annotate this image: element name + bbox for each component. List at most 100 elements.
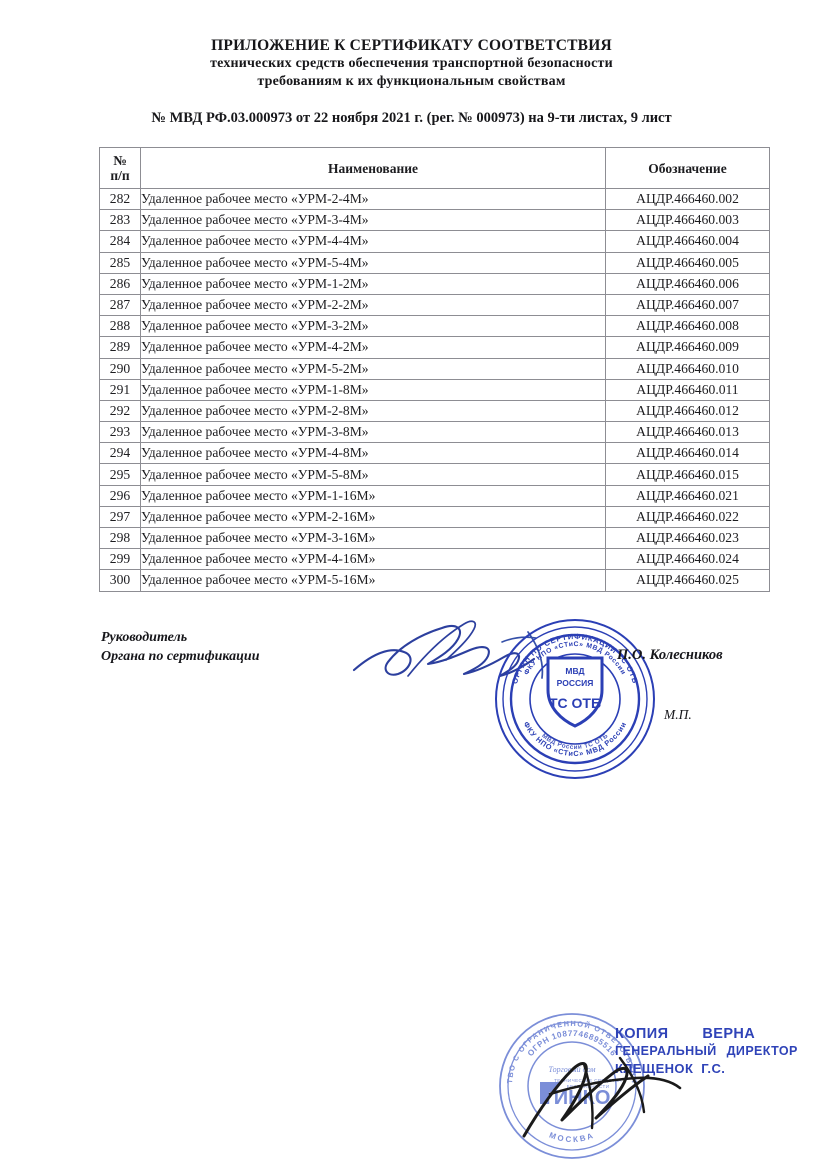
cell-number: 296 [99, 484, 141, 507]
registry-table: № п/п Наименование Обозначение 282 Удален… [99, 147, 770, 592]
table-row: 298 Удаленное рабочее место «УРМ-3-16М» АЦ… [99, 526, 770, 550]
svg-text:ФКУ НПО «СТиС» МВД России: ФКУ НПО «СТиС» МВД России [523, 641, 627, 676]
table-row: 296 Удаленное рабочее место «УРМ-1-16М» АЦ… [99, 484, 770, 507]
registry-table-container: № п/п Наименование Обозначение 282 Удален… [99, 147, 770, 592]
cell-name: Удаленное рабочее место «УРМ-2-2М» [140, 293, 606, 317]
cell-designation: АЦДР.466460.008 [605, 315, 770, 338]
copy-word-surname: КЛЕЩЕНОК [615, 1061, 694, 1076]
mvd-shield-icon: МВД РОССИЯ ТС ОТБ [546, 656, 604, 728]
cell-name: Удаленное рабочее место «УРМ-4-16М» [140, 548, 606, 571]
copy-certification-line-2: ГЕНЕРАЛЬНЫЙ ДИРЕКТОР [615, 1043, 823, 1060]
signer-name: П.О. Колесников [617, 647, 723, 663]
copy-certification-line-1: КОПИЯ ВЕРНА [615, 1026, 823, 1043]
cell-name: Удаленное рабочее место «УРМ-4-8М» [140, 442, 606, 465]
table-row: 290 Удаленное рабочее место «УРМ-5-2М» АЦД… [99, 357, 770, 380]
cell-number: 294 [99, 442, 141, 465]
table-header-row: № п/п Наименование Обозначение [99, 147, 770, 189]
cell-name: Удаленное рабочее место «УРМ-3-8М» [140, 421, 606, 444]
signer-role: Руководитель Органа по сертификации [101, 628, 259, 666]
handwritten-signature [352, 612, 582, 702]
mvd-shield-line-3: ТС ОТБ [549, 695, 601, 711]
table-row: 299 Удаленное рабочее место «УРМ-4-16М» АЦ… [99, 548, 770, 571]
company-stamp-brand-top: Торговый дом [548, 1065, 595, 1074]
cell-designation: АЦДР.466460.013 [605, 421, 770, 444]
cell-number: 284 [99, 230, 141, 253]
copy-certification-line-3: КЛЕЩЕНОК Г.С. [615, 1060, 823, 1077]
svg-text:МОСКВА: МОСКВА [548, 1131, 596, 1145]
table-row: 292 Удаленное рабочее место «УРМ-2-8М» АЦД… [99, 399, 770, 423]
cell-number: 287 [99, 293, 141, 317]
table-row: 297 Удаленное рабочее место «УРМ-2-16М» АЦ… [99, 505, 770, 529]
column-header-number: № п/п [99, 147, 141, 189]
certificate-number-line: № МВД РФ.03.000973 от 22 ноября 2021 г. … [151, 110, 672, 126]
signer-role-line-1: Руководитель [101, 630, 188, 645]
table-row: 295 Удаленное рабочее место «УРМ-5-8М» АЦД… [99, 463, 770, 486]
cell-number: 283 [99, 209, 141, 232]
cell-name: Удаленное рабочее место «УРМ-1-16М» [140, 484, 606, 507]
cell-number: 295 [99, 463, 141, 486]
company-stamp-brand-main: ТИНКО [542, 1087, 611, 1109]
svg-text:МВД России ТС ОТБ: МВД России ТС ОТБ [540, 732, 610, 751]
heading-line-1: ПРИЛОЖЕНИЕ К СЕРТИФИКАТУ СООТВЕТСТВИЯ [211, 37, 612, 54]
cell-designation: АЦДР.466460.010 [605, 357, 770, 380]
cell-designation: АЦДР.466460.002 [605, 187, 770, 211]
cell-name: Удаленное рабочее место «УРМ-3-16М» [140, 526, 606, 550]
table-row: 286 Удаленное рабочее место «УРМ-1-2М» АЦД… [99, 272, 770, 295]
cell-number: 297 [99, 505, 141, 529]
column-header-name: Наименование [140, 147, 606, 189]
cell-designation: АЦДР.466460.024 [605, 548, 770, 571]
company-stamp-brand-sub-2: БЕЗОПАСНОСТИ [567, 1084, 610, 1089]
heading-line-3: требованиям к их функциональным свойства… [257, 74, 566, 89]
cell-name: Удаленное рабочее место «УРМ-4-4М» [140, 230, 606, 253]
cell-number: 282 [99, 187, 141, 211]
cell-number: 298 [99, 526, 141, 550]
svg-text:ФКУ НПО «СТиС» МВД России: ФКУ НПО «СТиС» МВД России [522, 720, 629, 758]
copy-word-kopiya: КОПИЯ [615, 1026, 669, 1042]
cell-name: Удаленное рабочее место «УРМ-1-2М» [140, 272, 606, 295]
cell-number: 289 [99, 336, 141, 359]
table-row: 285 Удаленное рабочее место «УРМ-5-4М» АЦД… [99, 251, 770, 274]
table-row: 300 Удаленное рабочее место «УРМ-5-16М» АЦ… [99, 569, 770, 592]
cell-designation: АЦДР.466460.009 [605, 336, 770, 359]
cell-name: Удаленное рабочее место «УРМ-3-2М» [140, 315, 606, 338]
cell-name: Удаленное рабочее место «УРМ-5-8М» [140, 463, 606, 486]
copy-word-director: ДИРЕКТОР [726, 1044, 798, 1058]
cell-name: Удаленное рабочее место «УРМ-2-4М» [140, 187, 606, 211]
signer-role-line-2: Органа по сертификации [101, 649, 260, 664]
cell-number: 285 [99, 251, 141, 274]
cell-designation: АЦДР.466460.007 [605, 293, 770, 317]
copy-word-initials: Г.С. [701, 1061, 726, 1076]
cell-designation: АЦДР.466460.005 [605, 251, 770, 274]
table-row: 284 Удаленное рабочее место «УРМ-4-4М» АЦД… [99, 230, 770, 253]
company-stamp-city: МОСКВА [548, 1131, 594, 1145]
cell-number: 286 [99, 272, 141, 295]
cell-name: Удаленное рабочее место «УРМ-2-8М» [140, 399, 606, 423]
mp-seal-mark: М.П. [664, 707, 692, 722]
table-row: 288 Удаленное рабочее место «УРМ-3-2М» АЦД… [99, 315, 770, 338]
cell-designation: АЦДР.466460.012 [605, 399, 770, 423]
cell-designation: АЦДР.466460.011 [605, 378, 770, 401]
cell-number: 299 [99, 548, 141, 571]
table-row: 287 Удаленное рабочее место «УРМ-2-2М» АЦД… [99, 293, 770, 317]
cell-designation: АЦДР.466460.023 [605, 526, 770, 550]
copy-certification-block: КОПИЯ ВЕРНА ГЕНЕРАЛЬНЫЙ ДИРЕКТОР КЛЕЩЕНОК Г… [615, 1026, 823, 1077]
cell-number: 290 [99, 357, 141, 380]
table-row: 289 Удаленное рабочее место «УРМ-4-2М» АЦД… [99, 336, 770, 359]
tinko-logo-icon [540, 1082, 562, 1104]
company-stamp-ogrn: ОГРН 1087746895516 [526, 1029, 618, 1058]
cell-designation: АЦДР.466460.004 [605, 230, 770, 253]
cell-name: Удаленное рабочее место «УРМ-3-4М» [140, 209, 606, 232]
table-row: 293 Удаленное рабочее место «УРМ-3-8М» АЦД… [99, 421, 770, 444]
column-header-number-line1: № [113, 153, 127, 168]
cell-number: 288 [99, 315, 141, 338]
cell-name: Удаленное рабочее место «УРМ-5-16М» [140, 569, 606, 592]
copy-word-generalny: ГЕНЕРАЛЬНЫЙ [615, 1044, 717, 1058]
mvd-stamp-outer-text-bottom2: МВД России ТС ОТБ [540, 732, 609, 751]
cell-name: Удаленное рабочее место «УРМ-1-8М» [140, 378, 606, 401]
cell-designation: АЦДР.466460.003 [605, 209, 770, 232]
cell-name: Удаленное рабочее место «УРМ-2-16М» [140, 505, 606, 529]
mvd-stamp-outer-text-bottom: ФКУ НПО «СТиС» МВД России [522, 720, 628, 758]
cell-designation: АЦДР.466460.015 [605, 463, 770, 486]
cell-name: Удаленное рабочее место «УРМ-5-2М» [140, 357, 606, 380]
